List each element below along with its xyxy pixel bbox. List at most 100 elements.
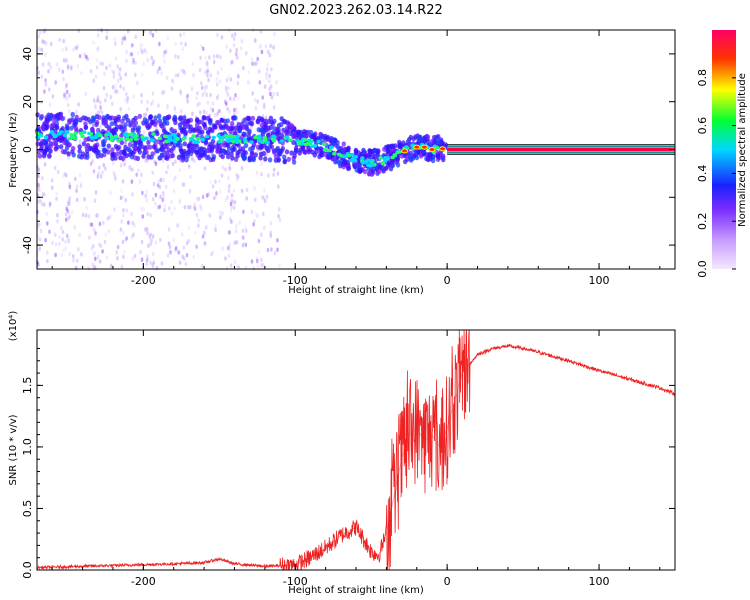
noise-mark bbox=[91, 159, 94, 164]
noise-mark bbox=[65, 83, 68, 88]
band-mark bbox=[159, 123, 164, 129]
noise-mark bbox=[162, 177, 165, 183]
noise-mark bbox=[37, 34, 40, 39]
noise-mark bbox=[158, 204, 162, 209]
noise-mark bbox=[235, 47, 238, 53]
noise-mark bbox=[97, 46, 100, 51]
noise-mark bbox=[75, 188, 78, 193]
noise-mark bbox=[193, 158, 196, 164]
noise-mark bbox=[68, 181, 71, 187]
noise-mark bbox=[128, 164, 132, 170]
noise-mark bbox=[41, 39, 45, 44]
spectrogram-y-axis-title: Frequency (Hz) bbox=[8, 112, 19, 188]
noise-mark bbox=[113, 171, 116, 177]
band-mark bbox=[137, 113, 142, 119]
noise-mark bbox=[151, 197, 155, 202]
ridge-mark bbox=[157, 136, 163, 141]
noise-mark bbox=[130, 179, 134, 184]
band-mark bbox=[71, 152, 76, 158]
band-mark bbox=[77, 153, 82, 159]
ridge-mark bbox=[369, 163, 375, 167]
ridge-mark bbox=[141, 137, 146, 142]
noise-mark bbox=[62, 58, 66, 63]
noise-mark bbox=[131, 57, 135, 62]
noise-mark bbox=[205, 110, 208, 115]
ridge-mark bbox=[73, 131, 78, 136]
noise-mark bbox=[151, 91, 155, 96]
band-mark bbox=[310, 134, 316, 140]
noise-mark bbox=[227, 188, 231, 194]
noise-mark bbox=[121, 179, 125, 184]
noise-mark bbox=[140, 172, 143, 177]
band-mark bbox=[120, 118, 125, 124]
ridge-mark bbox=[378, 156, 383, 160]
noise-mark bbox=[121, 37, 124, 42]
band-mark bbox=[162, 150, 168, 156]
band-mark bbox=[306, 129, 311, 135]
noise-mark bbox=[38, 187, 41, 192]
ridge-mark bbox=[264, 140, 270, 145]
ridge-mark bbox=[119, 137, 124, 141]
noise-mark bbox=[120, 264, 124, 269]
noise-mark bbox=[184, 261, 188, 267]
noise-mark bbox=[65, 84, 68, 89]
noise-mark bbox=[92, 78, 96, 84]
noise-mark bbox=[247, 69, 250, 74]
ridge-mark bbox=[49, 130, 55, 134]
noise-mark bbox=[94, 105, 97, 110]
noise-mark bbox=[93, 228, 97, 233]
noise-mark bbox=[250, 259, 254, 264]
peak-mark bbox=[439, 146, 447, 152]
noise-mark bbox=[253, 219, 256, 224]
noise-mark bbox=[44, 52, 47, 57]
band-mark bbox=[229, 151, 234, 157]
noise-mark bbox=[260, 172, 263, 177]
band-mark bbox=[322, 151, 327, 157]
noise-mark bbox=[93, 251, 96, 256]
noise-mark bbox=[50, 41, 53, 46]
noise-mark bbox=[233, 259, 237, 265]
band-mark bbox=[213, 124, 218, 130]
noise-mark bbox=[216, 54, 219, 59]
band-mark bbox=[169, 148, 174, 154]
band-mark bbox=[113, 118, 118, 124]
band-mark bbox=[173, 119, 178, 126]
noise-mark bbox=[233, 32, 237, 37]
noise-mark bbox=[142, 130, 146, 135]
band-mark bbox=[337, 160, 342, 166]
noise-mark bbox=[278, 263, 281, 268]
noise-mark bbox=[214, 224, 217, 229]
noise-mark bbox=[187, 164, 191, 169]
band-mark bbox=[38, 141, 44, 147]
noise-mark bbox=[227, 253, 231, 259]
noise-mark bbox=[146, 254, 149, 259]
noise-mark bbox=[205, 60, 209, 66]
band-mark bbox=[280, 146, 285, 152]
noise-mark bbox=[66, 209, 70, 214]
noise-mark bbox=[225, 89, 228, 94]
y-tick-label: 1.5 bbox=[21, 377, 34, 395]
band-mark bbox=[83, 124, 89, 130]
ridge-mark bbox=[106, 132, 111, 136]
noise-mark bbox=[101, 61, 104, 67]
noise-mark bbox=[264, 44, 268, 49]
noise-mark bbox=[232, 43, 236, 48]
ridge-mark bbox=[361, 160, 366, 165]
band-mark bbox=[401, 140, 406, 146]
colorbar-tick-label: 0.2 bbox=[696, 212, 709, 230]
noise-mark bbox=[64, 217, 68, 222]
band-mark bbox=[88, 119, 93, 125]
noise-mark bbox=[234, 52, 238, 57]
noise-mark bbox=[43, 40, 47, 45]
band-mark bbox=[331, 137, 336, 143]
noise-mark bbox=[62, 38, 65, 44]
noise-mark bbox=[64, 46, 68, 52]
noise-mark bbox=[79, 252, 83, 257]
band-mark bbox=[340, 161, 346, 167]
noise-mark bbox=[268, 73, 271, 79]
band-mark bbox=[106, 126, 112, 132]
colorbar: 0.0 0.2 0.4 0.6 0.8 Normalized spectral ampl… bbox=[696, 30, 748, 278]
noise-mark bbox=[221, 246, 224, 251]
noise-mark bbox=[203, 89, 207, 95]
